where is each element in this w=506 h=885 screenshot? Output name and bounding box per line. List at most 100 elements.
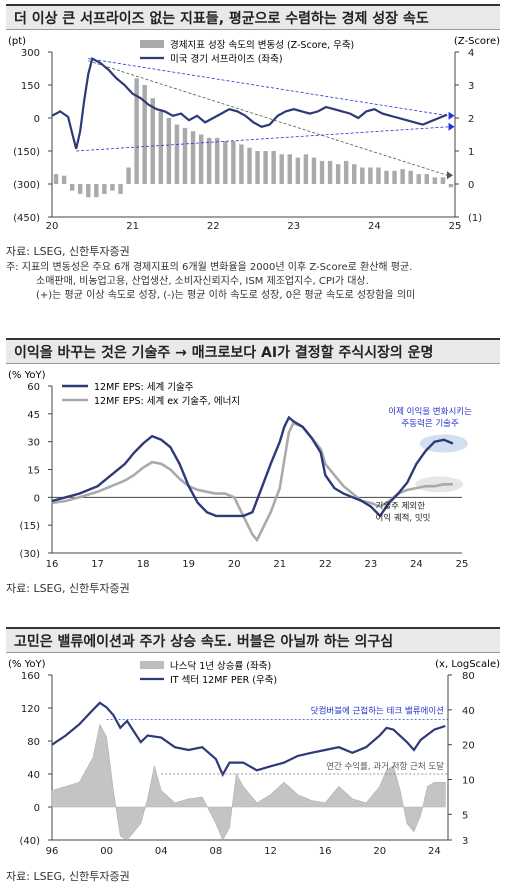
chart1-bar xyxy=(311,157,317,184)
chart2-x-tick-6: 22 xyxy=(319,559,332,570)
chart2-source: 자료: LSEG, 신한투자증권 xyxy=(6,582,130,595)
chart3-source: 자료: LSEG, 신한투자증권 xyxy=(6,870,130,883)
chart3-x-tick-7: 24 xyxy=(428,846,441,857)
chart2-y-tick-2: 30 xyxy=(27,438,40,449)
chart3-title: 고민은 밸류에이션과 주가 상승 속도. 버블은 아닐까 하는 의구심 xyxy=(6,627,500,653)
chart3-left-tick-2: 80 xyxy=(27,737,40,748)
chart3-annotation1: 닷컴버블에 근접하는 테크 밸류에이션 xyxy=(311,705,444,716)
chart1-bar xyxy=(271,151,276,184)
chart1-bar xyxy=(102,184,107,194)
chart2-x-tick-4: 20 xyxy=(228,559,241,570)
chart1-bar xyxy=(61,175,67,184)
chart1-bar xyxy=(400,169,405,184)
chart1-right-tick-4: 0 xyxy=(468,180,474,191)
chart1-bar xyxy=(53,174,59,184)
chart3-left-tick-5: (40) xyxy=(19,836,40,847)
chart3-right-tick-2: 20 xyxy=(462,741,475,752)
chart2-ex-tech-line xyxy=(51,421,453,543)
chart1-bar xyxy=(118,184,123,194)
chart1-bar xyxy=(190,131,196,184)
chart3-right-tick-4: 5 xyxy=(462,810,468,821)
chart1-bar xyxy=(182,127,188,184)
chart1-notes: 주: 지표의 변동성은 주요 6개 경제지표의 6개월 변화율을 2000년 이… xyxy=(6,261,502,303)
chart2-y-tick-3: 15 xyxy=(27,466,40,477)
chart1-x-tick-5: 25 xyxy=(449,221,462,232)
chart3-right-unit: (x, LogScale) xyxy=(435,659,500,670)
chart2-x-tick-0: 16 xyxy=(46,559,59,570)
chart1-bar xyxy=(303,154,309,184)
chart1-bar xyxy=(376,167,381,184)
chart1-left-tick-5: (450) xyxy=(13,213,40,224)
chart1-bar xyxy=(448,184,454,188)
chart1-bar xyxy=(416,174,421,184)
chart3-x-tick-0: 96 xyxy=(46,846,59,857)
chart3-right-tick-1: 40 xyxy=(462,706,475,717)
chart1-bar xyxy=(255,151,260,184)
chart1-bar xyxy=(110,184,115,191)
chart1-title: 더 이상 큰 서프라이즈 없는 지표들, 평균으로 수렴하는 경제 성장 속도 xyxy=(6,4,500,30)
chart1-bar xyxy=(94,184,99,198)
chart2-annotation1-line1: 이제 이익을 변화시키는 xyxy=(388,406,472,417)
chart1-bar xyxy=(343,160,349,184)
chart1-bar xyxy=(424,174,430,184)
chart2-annotation2-line2: 이익 궤적, 밋밋 xyxy=(375,512,430,523)
chart2-y-tick-1: 45 xyxy=(27,410,40,421)
chart1-svg: (pt) (Z-Score)3001500(150)(300)(450)43210… xyxy=(8,36,500,232)
chart3-left-tick-0: 160 xyxy=(21,671,40,682)
chart1-arrow-upper xyxy=(448,111,455,120)
chart1-bar xyxy=(174,124,180,184)
chart1-x-tick-4: 24 xyxy=(368,221,381,232)
chart2-x-tick-8: 24 xyxy=(410,559,423,570)
chart3-nasdaq-area xyxy=(51,723,446,841)
chart1-bar xyxy=(166,118,172,184)
chart2-annotation2-line1: 기술주 제외한 xyxy=(375,500,425,511)
chart1-bar xyxy=(231,141,236,184)
chart1-right-tick-3: 1 xyxy=(468,147,474,158)
chart1-bar xyxy=(239,144,244,184)
chart2-legend-ex: 12MF EPS: 세계 ex 기술주, 에너지 xyxy=(94,395,240,407)
chart3-left-tick-3: 40 xyxy=(27,770,40,781)
chart3-x-tick-3: 08 xyxy=(209,846,222,857)
chart1-bar xyxy=(150,98,155,184)
chart1-bar xyxy=(360,167,365,184)
chart1-bar xyxy=(319,160,325,184)
chart1-bar xyxy=(392,170,397,184)
chart1-trend-bars xyxy=(88,60,448,176)
chart1-bar xyxy=(134,78,139,184)
chart1-left-tick-4: (300) xyxy=(13,180,40,191)
chart1-bar xyxy=(77,184,83,194)
chart2-annotation1-line2: 주동력은 기술주 xyxy=(401,418,459,429)
chart1-left-tick-0: 300 xyxy=(21,48,40,59)
chart1-bar xyxy=(69,184,75,191)
chart3-per-line xyxy=(51,701,446,778)
chart2-y-tick-6: (30) xyxy=(19,549,40,560)
chart2-unit: (% YoY) xyxy=(8,370,46,381)
chart3-right-tick-5: 3 xyxy=(462,836,468,847)
chart1-bar xyxy=(86,184,91,198)
chart1-x-tick-1: 21 xyxy=(126,221,139,232)
chart3-svg: (% YoY) (x, LogScale)16012080400(40)80402… xyxy=(8,659,500,857)
chart2-x-tick-7: 23 xyxy=(365,559,378,570)
chart1-left-tick-2: 0 xyxy=(34,114,40,125)
chart1-right-unit: (Z-Score) xyxy=(454,36,500,47)
chart3-left-tick-4: 0 xyxy=(34,803,40,814)
chart1-note-2: 소매판매, 비농업고용, 산업생산, 소비자신뢰지수, ISM 제조업지수, C… xyxy=(36,276,369,287)
chart3-legend-area: 나스닥 1년 상승률 (좌축) xyxy=(170,661,271,672)
chart1-x-tick-2: 22 xyxy=(207,221,220,232)
chart2-x-tick-2: 18 xyxy=(137,559,150,570)
chart1-trend-lower xyxy=(76,126,449,152)
chart1-bar xyxy=(327,160,333,184)
chart1-bar xyxy=(368,167,373,184)
chart1-left-tick-3: (150) xyxy=(13,147,40,158)
chart1-bar xyxy=(287,154,292,184)
chart1-bar xyxy=(279,154,284,184)
chart1-bar xyxy=(384,170,389,184)
chart2-y-tick-5: (15) xyxy=(19,521,40,532)
chart2-title: 이익을 바꾸는 것은 기술주 → 매크로보다 AI가 결정할 주식시장의 운명 xyxy=(6,338,500,364)
chart3-x-tick-5: 16 xyxy=(319,846,332,857)
chart2-y-tick-4: 0 xyxy=(34,493,40,504)
chart1-legend-swatch-bar xyxy=(140,40,164,48)
chart3-right-tick-0: 80 xyxy=(462,671,475,682)
chart1-bar xyxy=(432,177,438,184)
chart3-legend-line: IT 섹터 12MF PER (우축) xyxy=(170,675,277,686)
